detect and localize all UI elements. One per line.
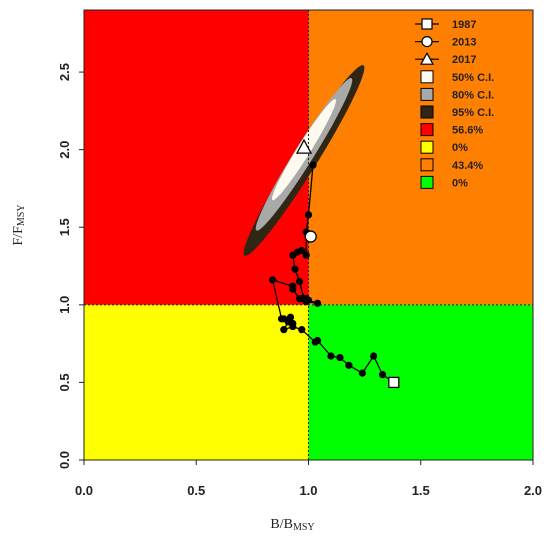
trajectory-point [302, 251, 310, 259]
legend-label: 80% C.I. [452, 89, 494, 101]
legend-label: 50% C.I. [452, 72, 494, 84]
legend: 1987 2013 2017 50% C.I. 80% C.I. 95% C.I. 56.6… [415, 18, 494, 189]
x-tick-label: 0.5 [187, 483, 205, 498]
quadrant-overfished-and-overfishing [84, 10, 309, 305]
legend-label: 2013 [452, 37, 476, 49]
trajectory-point [327, 352, 335, 360]
legend-label: 0% [452, 142, 468, 154]
marker-1987 [388, 376, 400, 389]
trajectory-point [298, 246, 306, 255]
trajectory-point [289, 319, 297, 328]
legend-label: 43.4% [452, 160, 483, 172]
legend-label: 56.6% [452, 125, 483, 137]
trajectory-point [370, 352, 378, 360]
legend-swatch [420, 158, 434, 172]
trajectory-point [378, 371, 387, 379]
legend-label: 95% C.I. [452, 107, 494, 119]
y-tick-label: 2.0 [57, 141, 72, 159]
y-axis-title: F/FMSY [11, 204, 27, 245]
trajectory-point [313, 299, 322, 307]
legend-swatch [420, 105, 434, 119]
x-tick-label: 1.5 [412, 483, 430, 498]
legend-square-icon [421, 18, 433, 30]
y-tick-label: 0.0 [57, 451, 72, 469]
trajectory-point [300, 295, 308, 303]
trajectory-point [298, 326, 306, 334]
legend-label: 1987 [452, 19, 476, 31]
trajectory-point [345, 361, 353, 369]
legend-swatch [420, 123, 434, 137]
y-tick-label: 1.5 [57, 218, 72, 236]
legend-label: 2017 [452, 54, 476, 66]
x-tick-label: 2.0 [524, 483, 542, 498]
legend-swatch [420, 87, 434, 101]
marker-2017 [295, 138, 313, 154]
trajectory-point [277, 315, 286, 323]
marker-2013 [304, 230, 317, 243]
legend-swatch [420, 175, 434, 189]
trajectory-point [358, 369, 366, 377]
trajectory-point [289, 285, 297, 293]
x-tick-label: 0.0 [75, 483, 93, 498]
y-tick-label: 1.0 [57, 296, 72, 314]
quadrant-healthy [308, 304, 533, 460]
legend-swatch [420, 140, 434, 154]
trajectory-point [268, 276, 277, 284]
y-tick-label: 0.5 [57, 373, 72, 391]
trajectory-point [286, 313, 295, 321]
legend-circle-icon [421, 35, 433, 48]
quadrant-overfishing [308, 10, 533, 305]
legend-swatch [420, 70, 434, 84]
legend-triangle-icon [419, 51, 435, 65]
quadrant-overfished [84, 304, 309, 460]
trajectory-point [309, 161, 317, 169]
trajectory-point [336, 353, 344, 362]
trajectory-point [291, 265, 299, 273]
trajectory-point [295, 277, 304, 286]
x-tick-label: 1.0 [299, 483, 317, 498]
trajectory-point [311, 338, 319, 346]
x-axis-title: B/BMSY [270, 517, 314, 533]
y-tick-label: 2.5 [57, 63, 72, 81]
legend-label: 0% [452, 177, 468, 189]
trajectory-point [280, 326, 288, 334]
trajectory-point [304, 211, 313, 219]
